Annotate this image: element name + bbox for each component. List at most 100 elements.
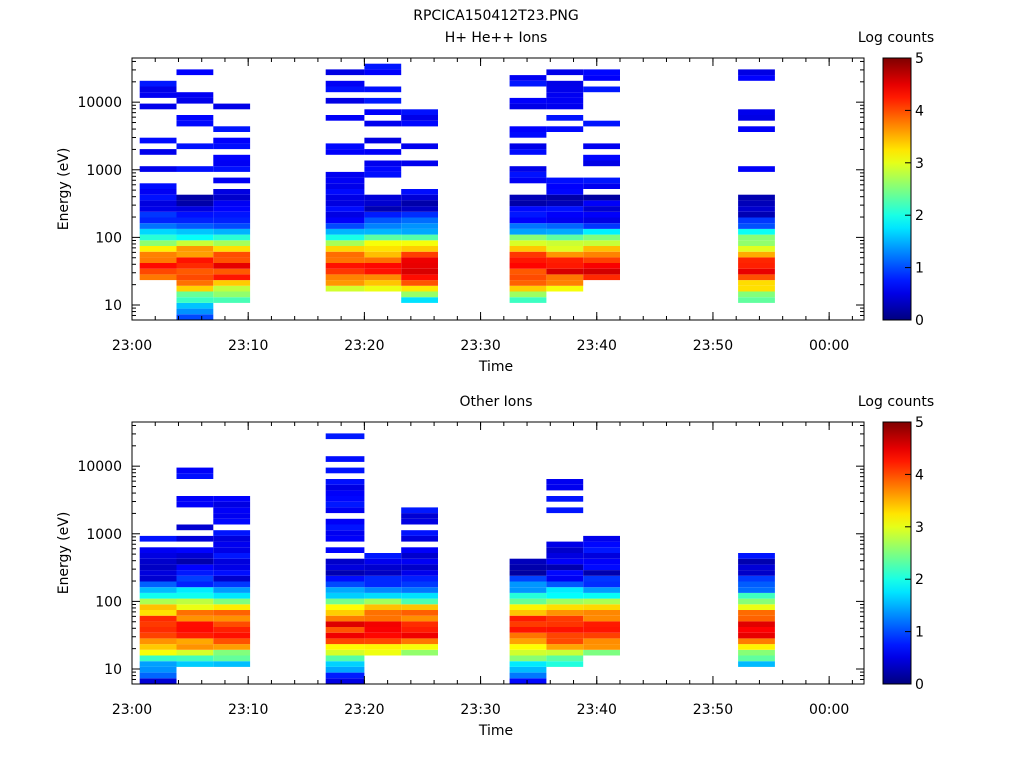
heatmap-cell bbox=[176, 234, 214, 241]
heatmap-cell bbox=[213, 206, 251, 212]
heatmap-cell bbox=[325, 615, 365, 622]
heatmap-cell bbox=[325, 251, 365, 258]
heatmap-cell bbox=[546, 194, 584, 201]
heatmap-cell bbox=[213, 143, 251, 150]
heatmap-cell bbox=[213, 610, 251, 616]
heatmap-cell bbox=[139, 604, 177, 610]
heatmap-cell bbox=[325, 456, 365, 462]
heatmap-cell bbox=[401, 535, 438, 542]
heatmap-column bbox=[509, 75, 547, 303]
panel-other-ions: Other Ions Log counts 23:00 23:10 23:20 23:… bbox=[56, 394, 934, 739]
heatmap-cell bbox=[364, 644, 402, 650]
x-axis: 23:00 23:10 23:20 23:30 23:40 23:50 00:00 bbox=[112, 58, 853, 354]
heatmap-cell bbox=[176, 302, 214, 309]
heatmap-cell bbox=[738, 75, 775, 81]
heatmap-cell bbox=[401, 211, 438, 218]
heatmap-cell bbox=[213, 280, 251, 286]
heatmap-cell bbox=[546, 541, 584, 548]
heatmap-cell bbox=[546, 268, 584, 275]
heatmap-cell bbox=[176, 638, 214, 645]
heatmap-cell bbox=[509, 285, 547, 292]
heatmap-column bbox=[325, 69, 365, 292]
heatmap-cell bbox=[176, 558, 214, 565]
heatmap-cell bbox=[176, 615, 214, 622]
heatmap-cell bbox=[546, 211, 584, 218]
heatmap-cell bbox=[176, 285, 214, 292]
heatmap-cell bbox=[401, 280, 438, 286]
heatmap-cell bbox=[546, 558, 584, 565]
heatmap-cell bbox=[364, 598, 402, 605]
heatmap-column bbox=[364, 63, 402, 292]
heatmap-cell bbox=[509, 268, 547, 275]
heatmap-cell bbox=[364, 246, 402, 252]
heatmap-cell bbox=[213, 513, 251, 519]
heatmap-cell bbox=[325, 149, 365, 155]
heatmap-cell bbox=[401, 228, 438, 235]
heatmap-cell bbox=[364, 120, 402, 127]
heatmap-cell bbox=[325, 268, 365, 275]
heatmap-cell bbox=[738, 223, 775, 229]
heatmap-cell bbox=[401, 592, 438, 599]
plot-frame bbox=[131, 421, 865, 685]
heatmap-column bbox=[176, 467, 214, 667]
heatmap-cell bbox=[139, 92, 177, 98]
heatmap-cell bbox=[213, 257, 251, 263]
heatmap-cell bbox=[583, 570, 620, 576]
heatmap-cell bbox=[139, 137, 177, 144]
heatmap-cells bbox=[139, 63, 775, 320]
x-tick-label: 23:30 bbox=[460, 338, 500, 354]
heatmap-cell bbox=[509, 592, 547, 599]
heatmap-cell bbox=[325, 285, 365, 292]
heatmap-cell bbox=[364, 166, 402, 172]
heatmap-cell bbox=[364, 592, 402, 599]
heatmap-cell bbox=[325, 518, 365, 525]
heatmap-cell bbox=[325, 558, 365, 565]
heatmap-cell bbox=[401, 621, 438, 627]
heatmap-cell bbox=[176, 206, 214, 212]
heatmap-cell bbox=[364, 604, 402, 610]
heatmap-cell bbox=[738, 644, 775, 650]
heatmap-cell bbox=[139, 570, 177, 576]
heatmap-cell bbox=[401, 518, 438, 525]
heatmap-cell bbox=[509, 217, 547, 224]
heatmap-cell bbox=[738, 274, 775, 281]
heatmap-cell bbox=[364, 615, 402, 622]
y-tick-label: 10 bbox=[104, 298, 122, 314]
heatmap-cell bbox=[325, 143, 365, 150]
heatmap-cell bbox=[325, 467, 365, 474]
x-tick-label: 23:50 bbox=[693, 338, 733, 354]
heatmap-cell bbox=[546, 507, 584, 514]
heatmap-cell bbox=[325, 496, 365, 502]
heatmap-cell bbox=[139, 257, 177, 263]
heatmap-cell bbox=[139, 610, 177, 616]
heatmap-cell bbox=[364, 86, 402, 93]
heatmap-cell bbox=[176, 547, 214, 553]
heatmap-cell bbox=[738, 587, 775, 593]
heatmap-cell bbox=[213, 274, 251, 281]
heatmap-cell bbox=[401, 598, 438, 605]
colorbar-frame bbox=[882, 421, 912, 685]
heatmap-cell bbox=[325, 661, 365, 667]
heatmap-cell bbox=[583, 558, 620, 565]
heatmap-cell bbox=[176, 120, 214, 127]
heatmap-cell bbox=[738, 234, 775, 241]
heatmap-cell bbox=[509, 655, 547, 662]
heatmap-cell bbox=[546, 126, 584, 132]
heatmap-cell bbox=[364, 274, 402, 281]
heatmap-cell bbox=[583, 246, 620, 252]
heatmap-cell bbox=[213, 621, 251, 627]
heatmap-cell bbox=[546, 479, 584, 485]
heatmap-cell bbox=[583, 160, 620, 167]
heatmap-cell bbox=[213, 137, 251, 144]
heatmap-cell bbox=[139, 547, 177, 553]
heatmap-cell bbox=[176, 291, 214, 298]
heatmap-cell bbox=[176, 570, 214, 576]
heatmap-cell bbox=[364, 268, 402, 275]
heatmap-cell bbox=[139, 621, 177, 627]
heatmap-cell bbox=[213, 211, 251, 218]
heatmap-column bbox=[546, 479, 584, 667]
heatmap-cell bbox=[325, 86, 365, 93]
heatmap-cell bbox=[139, 564, 177, 571]
heatmap-cell bbox=[546, 217, 584, 224]
heatmap-cell bbox=[213, 160, 251, 167]
